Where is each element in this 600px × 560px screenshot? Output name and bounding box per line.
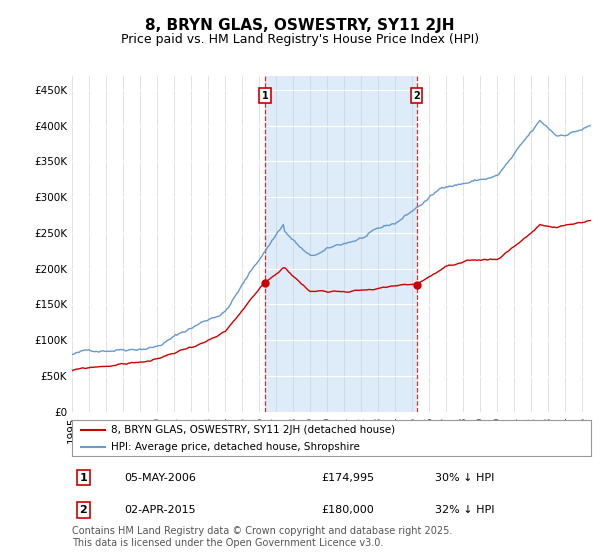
Text: 8, BRYN GLAS, OSWESTRY, SY11 2JH (detached house): 8, BRYN GLAS, OSWESTRY, SY11 2JH (detach… bbox=[111, 425, 395, 435]
Text: 30% ↓ HPI: 30% ↓ HPI bbox=[435, 473, 494, 483]
Text: 2: 2 bbox=[413, 91, 420, 101]
Text: Contains HM Land Registry data © Crown copyright and database right 2025.
This d: Contains HM Land Registry data © Crown c… bbox=[72, 526, 452, 548]
Text: 05-MAY-2006: 05-MAY-2006 bbox=[124, 473, 196, 483]
Text: HPI: Average price, detached house, Shropshire: HPI: Average price, detached house, Shro… bbox=[111, 442, 360, 452]
Text: 1: 1 bbox=[80, 473, 87, 483]
Bar bbox=[265, 76, 416, 412]
Text: 2: 2 bbox=[80, 505, 87, 515]
Text: 32% ↓ HPI: 32% ↓ HPI bbox=[435, 505, 495, 515]
Text: 02-APR-2015: 02-APR-2015 bbox=[124, 505, 196, 515]
Text: £180,000: £180,000 bbox=[321, 505, 374, 515]
Text: 1: 1 bbox=[262, 91, 269, 101]
Text: Price paid vs. HM Land Registry's House Price Index (HPI): Price paid vs. HM Land Registry's House … bbox=[121, 32, 479, 46]
Text: £174,995: £174,995 bbox=[321, 473, 374, 483]
Text: 8, BRYN GLAS, OSWESTRY, SY11 2JH: 8, BRYN GLAS, OSWESTRY, SY11 2JH bbox=[145, 18, 455, 32]
